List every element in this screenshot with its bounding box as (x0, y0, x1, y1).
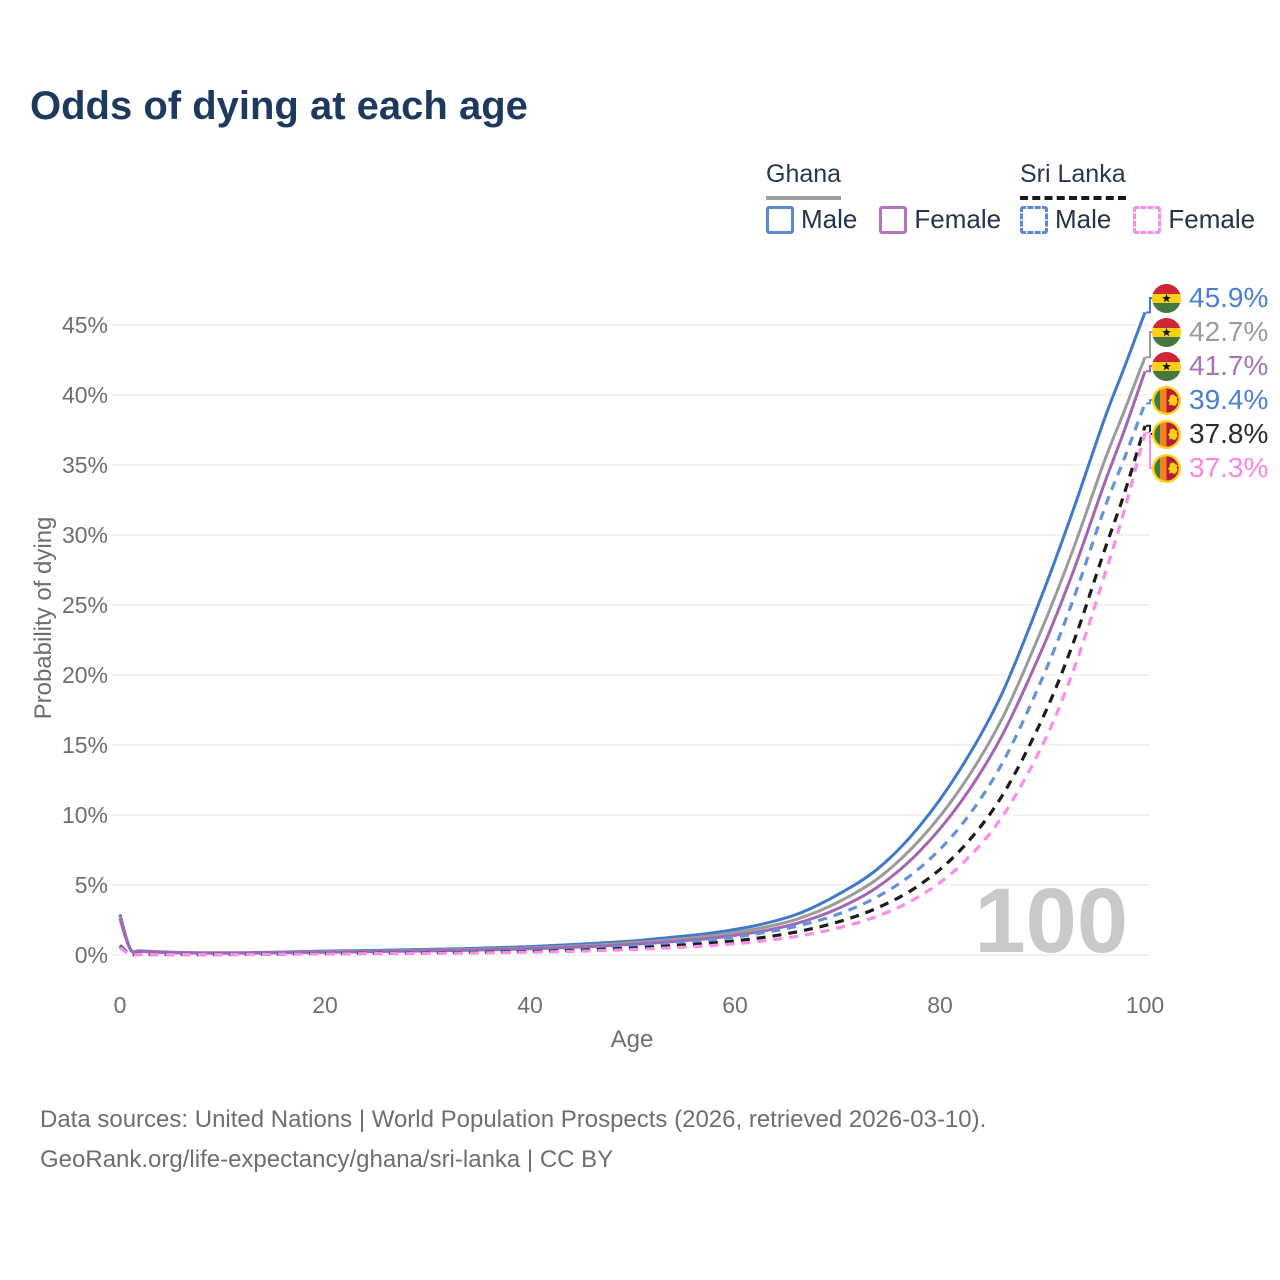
y-tick-label: 40% (61, 382, 108, 408)
sri-lanka-flag-icon (1151, 419, 1182, 450)
ghana-flag-icon (1151, 283, 1182, 314)
legend-country-sri-lanka[interactable]: Sri Lanka (1020, 160, 1126, 200)
y-tick-label: 15% (61, 732, 108, 758)
end-label-ghana-all: 42.7% (1151, 316, 1268, 348)
y-tick-label: 30% (61, 522, 108, 548)
end-value-sri-lanka-female: 37.3% (1189, 452, 1269, 483)
legend-label-sri-lanka-male: Male (1055, 204, 1112, 234)
x-axis-title: Age (610, 1026, 654, 1053)
end-label-sri-lanka-male: 39.4% (1151, 384, 1268, 416)
end-label-sri-lanka-female: 37.3% (1151, 452, 1268, 484)
end-label-ghana-male: 45.9% (1151, 282, 1268, 314)
end-value-ghana-female: 41.7% (1189, 350, 1269, 381)
x-tick-label: 40 (517, 992, 543, 1018)
series-line-ghana-female[interactable] (118, 370, 1147, 955)
x-tick-label: 80 (927, 992, 953, 1018)
legend-items-ghana: Male Female (766, 204, 1001, 235)
y-tick-label: 0% (74, 942, 108, 968)
sri-lanka-flag-icon (1151, 453, 1182, 484)
legend-group-ghana: Ghana Male Female (766, 160, 1001, 234)
ghana-flag-icon (1151, 317, 1182, 348)
legend-label-ghana-female: Female (914, 204, 1002, 234)
series-line-sri-lanka-male[interactable] (118, 402, 1147, 957)
sri-lanka-flag-icon (1151, 385, 1182, 416)
x-tick-label: 100 (1125, 992, 1165, 1018)
y-tick-label: 45% (61, 312, 108, 338)
legend-item-sri-lanka-male[interactable]: Male (1020, 204, 1111, 235)
end-value-ghana-all: 42.7% (1189, 316, 1269, 347)
ghana-male-swatch-icon (766, 205, 794, 234)
legend-country-ghana[interactable]: Ghana (766, 160, 842, 200)
legend-item-sri-lanka-female[interactable]: Female (1133, 204, 1255, 235)
x-tick-label: 0 (113, 992, 127, 1018)
legend-group-sri-lanka: Sri Lanka Male Female (1020, 160, 1255, 234)
series-line-ghana-all[interactable] (118, 356, 1147, 955)
x-tick-label: 60 (722, 992, 748, 1018)
series-line-ghana-male[interactable] (118, 311, 1147, 955)
series-line-sri-lanka-female[interactable] (119, 432, 1147, 957)
legend-items-sri-lanka: Male Female (1020, 204, 1255, 235)
end-value-ghana-male: 45.9% (1189, 282, 1269, 313)
attribution-link[interactable]: GeoRank.org/life-expectancy/ghana/sri-la… (40, 1146, 614, 1173)
legend-label-ghana-male: Male (801, 204, 858, 234)
y-tick-label: 25% (61, 592, 108, 618)
legend-item-ghana-female[interactable]: Female (879, 204, 1001, 235)
legend-label-sri-lanka-female: Female (1168, 204, 1256, 234)
end-label-sri-lanka-all: 37.8% (1151, 418, 1268, 450)
y-tick-label: 5% (74, 872, 108, 898)
end-label-ghana-female: 41.7% (1151, 350, 1268, 382)
legend-item-ghana-male[interactable]: Male (766, 204, 857, 235)
ghana-flag-icon (1151, 351, 1182, 382)
data-source-note: Data sources: United Nations | World Pop… (40, 1106, 987, 1133)
sri-lanka-male-swatch-icon (1020, 205, 1048, 234)
y-tick-label: 35% (61, 452, 108, 478)
y-tick-label: 10% (61, 802, 108, 828)
sri-lanka-female-swatch-icon (1133, 205, 1162, 234)
x-tick-label: 20 (312, 992, 338, 1018)
page-title: Odds of dying at each age (30, 84, 528, 128)
y-tick-label: 20% (61, 662, 108, 688)
end-value-sri-lanka-all: 37.8% (1189, 418, 1269, 449)
ghana-female-swatch-icon (879, 205, 908, 234)
end-value-sri-lanka-male: 39.4% (1189, 384, 1269, 415)
age-counter-watermark: 100 (975, 870, 1129, 972)
